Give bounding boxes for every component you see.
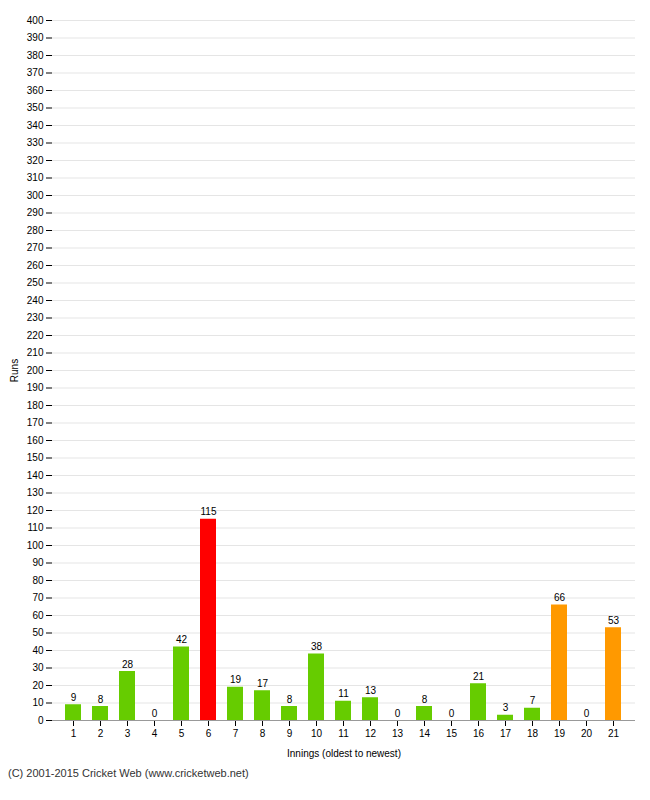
svg-text:53: 53: [608, 615, 620, 626]
svg-text:6: 6: [206, 728, 212, 739]
svg-text:66: 66: [554, 592, 566, 603]
svg-text:280: 280: [27, 225, 44, 236]
svg-text:110: 110: [28, 522, 44, 533]
svg-text:0: 0: [449, 708, 455, 719]
svg-text:8: 8: [287, 694, 293, 705]
svg-text:8: 8: [98, 694, 104, 705]
svg-text:140: 140: [27, 470, 44, 481]
svg-text:290: 290: [27, 207, 44, 218]
svg-text:260: 260: [27, 260, 44, 271]
svg-text:310: 310: [27, 172, 44, 183]
svg-text:0: 0: [584, 708, 590, 719]
svg-text:3: 3: [125, 728, 131, 739]
svg-text:180: 180: [27, 400, 44, 411]
svg-text:14: 14: [419, 728, 431, 739]
svg-text:0: 0: [38, 715, 44, 726]
svg-text:270: 270: [27, 242, 44, 253]
svg-text:20: 20: [32, 680, 44, 691]
svg-text:16: 16: [473, 728, 485, 739]
svg-text:220: 220: [27, 330, 44, 341]
svg-text:19: 19: [230, 674, 242, 685]
svg-text:380: 380: [27, 50, 44, 61]
svg-text:5: 5: [179, 728, 185, 739]
svg-text:340: 340: [27, 120, 44, 131]
svg-text:21: 21: [608, 728, 620, 739]
svg-text:40: 40: [32, 645, 44, 656]
svg-text:250: 250: [27, 277, 44, 288]
svg-text:300: 300: [27, 190, 44, 201]
svg-text:12: 12: [365, 728, 377, 739]
svg-text:17: 17: [257, 678, 269, 689]
svg-text:100: 100: [27, 540, 44, 551]
svg-text:38: 38: [311, 641, 323, 652]
svg-text:130: 130: [27, 487, 44, 498]
svg-text:7: 7: [233, 728, 239, 739]
svg-text:42: 42: [176, 634, 188, 645]
svg-text:20: 20: [581, 728, 593, 739]
svg-text:10: 10: [311, 728, 323, 739]
svg-text:400: 400: [27, 15, 44, 26]
svg-text:210: 210: [27, 347, 44, 358]
svg-text:18: 18: [527, 728, 539, 739]
svg-text:28: 28: [122, 659, 134, 670]
svg-text:200: 200: [27, 365, 44, 376]
svg-text:11: 11: [338, 688, 349, 699]
html-text:(C) 2001-2015 Cricket Web (www: (C) 2001-2015 Cricket Web (www.cricketwe…: [8, 767, 249, 779]
svg-text:240: 240: [27, 295, 44, 306]
svg-text:10: 10: [32, 697, 44, 708]
svg-text:1: 1: [71, 728, 77, 739]
svg-text:0: 0: [152, 708, 158, 719]
svg-text:60: 60: [32, 610, 44, 621]
svg-text:50: 50: [32, 627, 44, 638]
svg-text:360: 360: [27, 85, 44, 96]
svg-text:230: 230: [27, 312, 44, 323]
svg-text:21: 21: [473, 671, 485, 682]
svg-text:7: 7: [530, 695, 536, 706]
svg-text:19: 19: [554, 728, 566, 739]
svg-text:8: 8: [260, 728, 266, 739]
svg-text:350: 350: [27, 102, 44, 113]
svg-text:2: 2: [98, 728, 104, 739]
svg-text:190: 190: [27, 382, 44, 393]
svg-text:30: 30: [32, 662, 44, 673]
svg-text:11: 11: [338, 728, 349, 739]
svg-text:13: 13: [392, 728, 404, 739]
svg-text:320: 320: [27, 155, 44, 166]
svg-text:80: 80: [32, 575, 44, 586]
svg-text:8: 8: [422, 694, 428, 705]
svg-text:115: 115: [201, 506, 217, 517]
svg-text:15: 15: [446, 728, 458, 739]
svg-text:4: 4: [152, 728, 158, 739]
svg-text:70: 70: [32, 592, 44, 603]
svg-text:Runs: Runs: [9, 359, 20, 382]
svg-text:3: 3: [503, 702, 509, 713]
svg-text:390: 390: [27, 32, 44, 43]
svg-text:330: 330: [27, 137, 44, 148]
svg-text:90: 90: [32, 557, 44, 568]
svg-text:0: 0: [395, 708, 401, 719]
svg-text:370: 370: [27, 67, 44, 78]
svg-text:9: 9: [287, 728, 293, 739]
svg-text:160: 160: [27, 435, 44, 446]
svg-text:120: 120: [27, 505, 44, 516]
svg-text:Innings (oldest to newest): Innings (oldest to newest): [287, 748, 401, 759]
svg-text:150: 150: [27, 452, 44, 463]
svg-text:13: 13: [365, 685, 377, 696]
svg-text:170: 170: [27, 417, 44, 428]
svg-text:17: 17: [500, 728, 512, 739]
svg-text:9: 9: [71, 692, 77, 703]
